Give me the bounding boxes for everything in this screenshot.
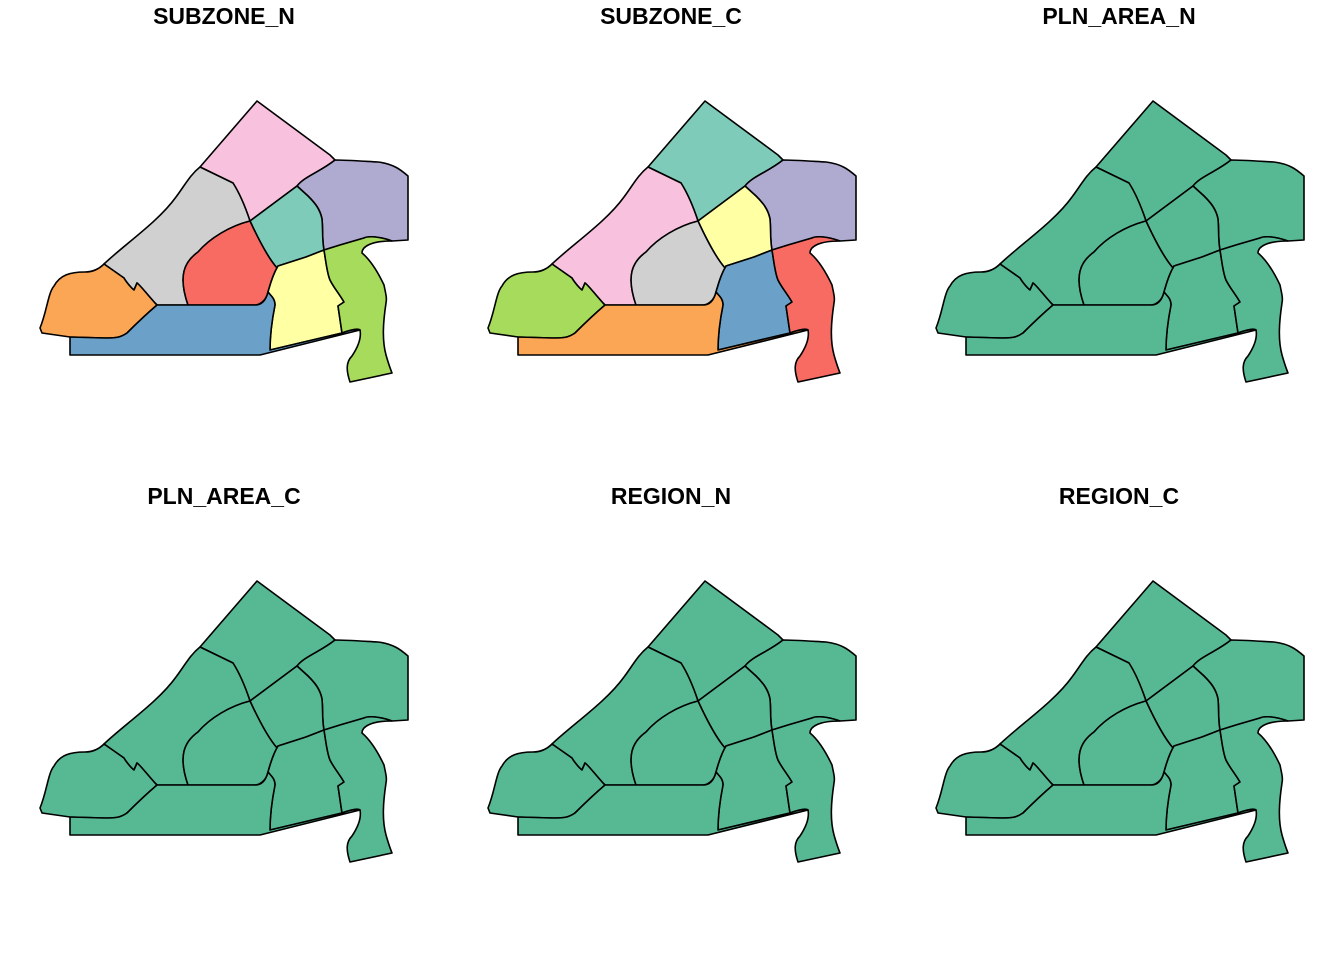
- map-panel-region-c: REGION_C: [935, 483, 1305, 863]
- map-panel-pln-area-c: PLN_AREA_C: [39, 483, 409, 863]
- panel-title: REGION_C: [1059, 483, 1179, 509]
- panel-title: SUBZONE_N: [153, 3, 295, 29]
- map-panel-subzone-c: SUBZONE_C: [487, 3, 857, 383]
- choropleth-map: [39, 580, 409, 863]
- south-strip-zone: [965, 771, 1257, 836]
- choropleth-map: [39, 100, 409, 383]
- south-strip-zone: [69, 771, 361, 836]
- southeast-zone: [771, 235, 841, 383]
- southeast-zone: [771, 715, 841, 863]
- south-strip-zone: [965, 291, 1257, 356]
- south-strip-zone: [517, 771, 809, 836]
- map-panel-subzone-n: SUBZONE_N: [39, 3, 409, 383]
- southeast-zone: [1219, 235, 1289, 383]
- choropleth-map: [935, 100, 1305, 383]
- panel-title: SUBZONE_C: [600, 3, 742, 29]
- southeast-zone: [1219, 715, 1289, 863]
- panel-title: PLN_AREA_N: [1042, 3, 1195, 29]
- choropleth-map: [487, 580, 857, 863]
- choropleth-map: [935, 580, 1305, 863]
- panel-title: REGION_N: [611, 483, 731, 509]
- southeast-zone: [323, 715, 393, 863]
- map-panel-region-n: REGION_N: [487, 483, 857, 863]
- choropleth-map: [487, 100, 857, 383]
- map-panel-pln-area-n: PLN_AREA_N: [935, 3, 1305, 383]
- panel-title: PLN_AREA_C: [147, 483, 300, 509]
- southeast-zone: [323, 235, 393, 383]
- south-strip-zone: [69, 291, 361, 356]
- south-strip-zone: [517, 291, 809, 356]
